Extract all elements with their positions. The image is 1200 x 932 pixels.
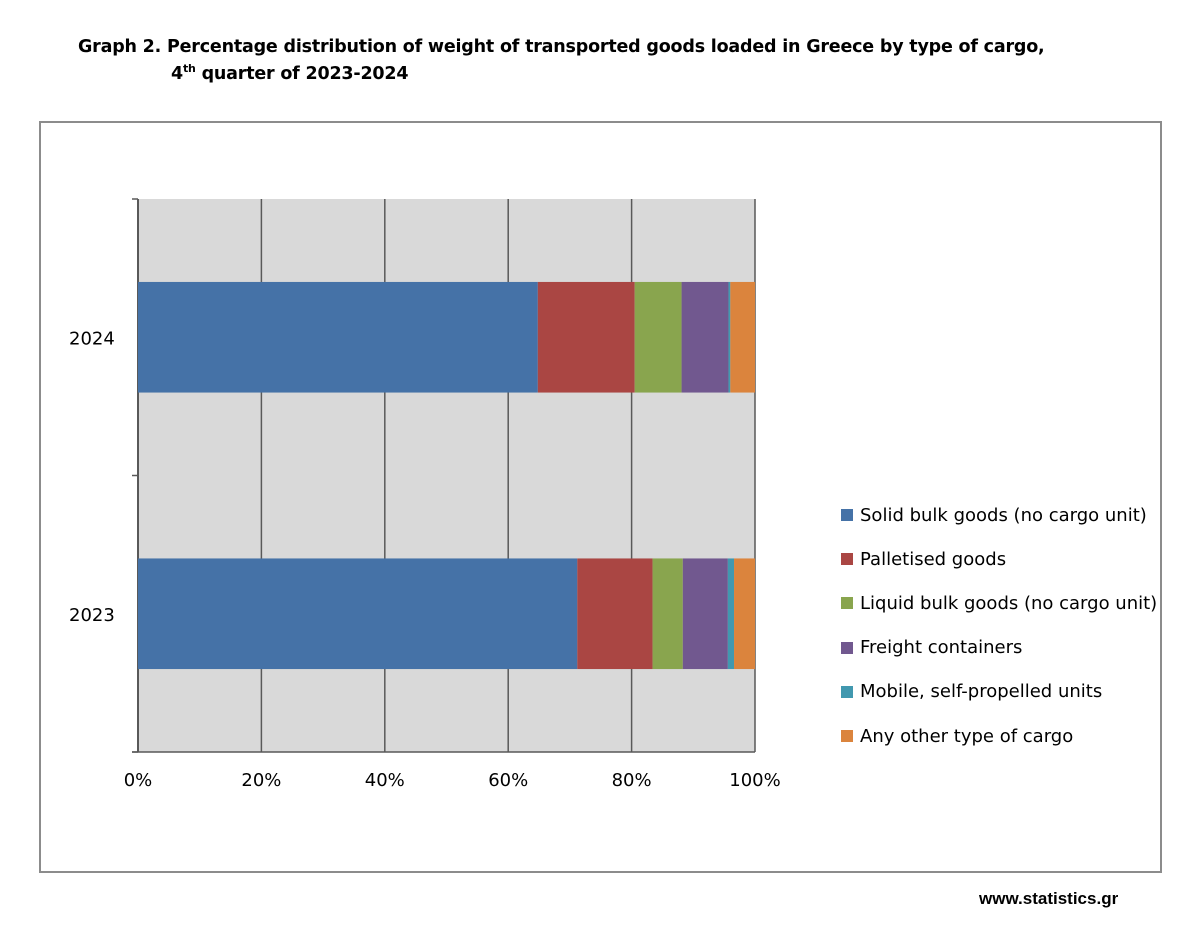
chart-legend: Solid bulk goods (no cargo unit) Palletis… [841, 493, 1157, 758]
bar-segment [652, 558, 683, 670]
legend-item: Freight containers [841, 626, 1157, 670]
legend-item: Solid bulk goods (no cargo unit) [841, 493, 1157, 537]
legend-label: Mobile, self-propelled units [860, 681, 1103, 703]
bar-segment [537, 281, 635, 393]
bar-segment [634, 281, 682, 393]
legend-item: Any other type of cargo [841, 714, 1157, 758]
legend-label: Liquid bulk goods (no cargo unit) [860, 592, 1158, 614]
legend-swatch [841, 597, 853, 610]
bar-segment [734, 558, 755, 670]
y-category-label: 2024 [69, 328, 115, 349]
chart-svg: 0% 20% 40% 60% 80% 100% 2024 2023 [69, 198, 781, 791]
x-tick-label: 20% [241, 770, 281, 791]
legend-item: Liquid bulk goods (no cargo unit) [841, 581, 1157, 625]
title-quarter-number: 4 [171, 64, 183, 84]
legend-item: Palletised goods [841, 537, 1157, 581]
bar-segment [730, 281, 755, 393]
title-line-2: 4th quarter of 2023-2024 [78, 61, 1158, 88]
x-tick-label: 40% [365, 770, 405, 791]
legend-swatch [841, 509, 853, 522]
legend-swatch [841, 685, 853, 698]
title-line-1: Graph 2. Percentage distribution of weig… [78, 37, 1045, 57]
legend-label: Solid bulk goods (no cargo unit) [860, 504, 1147, 526]
bar-segment [681, 281, 729, 393]
x-tick-label: 100% [729, 770, 780, 791]
title-period: quarter of 2023-2024 [195, 64, 409, 84]
bar-segment [577, 558, 653, 670]
legend-label: Any other type of cargo [860, 725, 1074, 747]
x-tick-label: 0% [124, 770, 153, 791]
bar-segment [138, 281, 538, 393]
title-quarter-suffix: th [182, 62, 196, 76]
legend-swatch [841, 730, 853, 743]
legend-swatch [841, 641, 853, 654]
bar-segment [728, 281, 731, 393]
legend-label: Palletised goods [860, 548, 1007, 570]
chart-frame: 0% 20% 40% 60% 80% 100% 2024 2023 Solid bulk go… [39, 121, 1162, 873]
legend-label: Freight containers [860, 637, 1023, 659]
page-title: Graph 2. Percentage distribution of weig… [78, 34, 1158, 88]
bar-segment [727, 558, 735, 670]
bar-segment [682, 558, 728, 670]
legend-swatch [841, 553, 853, 566]
legend-item: Mobile, self-propelled units [841, 670, 1157, 714]
y-category-label: 2023 [69, 605, 115, 626]
x-tick-label: 80% [612, 770, 652, 791]
bar-segment [138, 558, 578, 670]
x-tick-label: 60% [488, 770, 528, 791]
source-label: www.statistics.gr [979, 889, 1119, 908]
